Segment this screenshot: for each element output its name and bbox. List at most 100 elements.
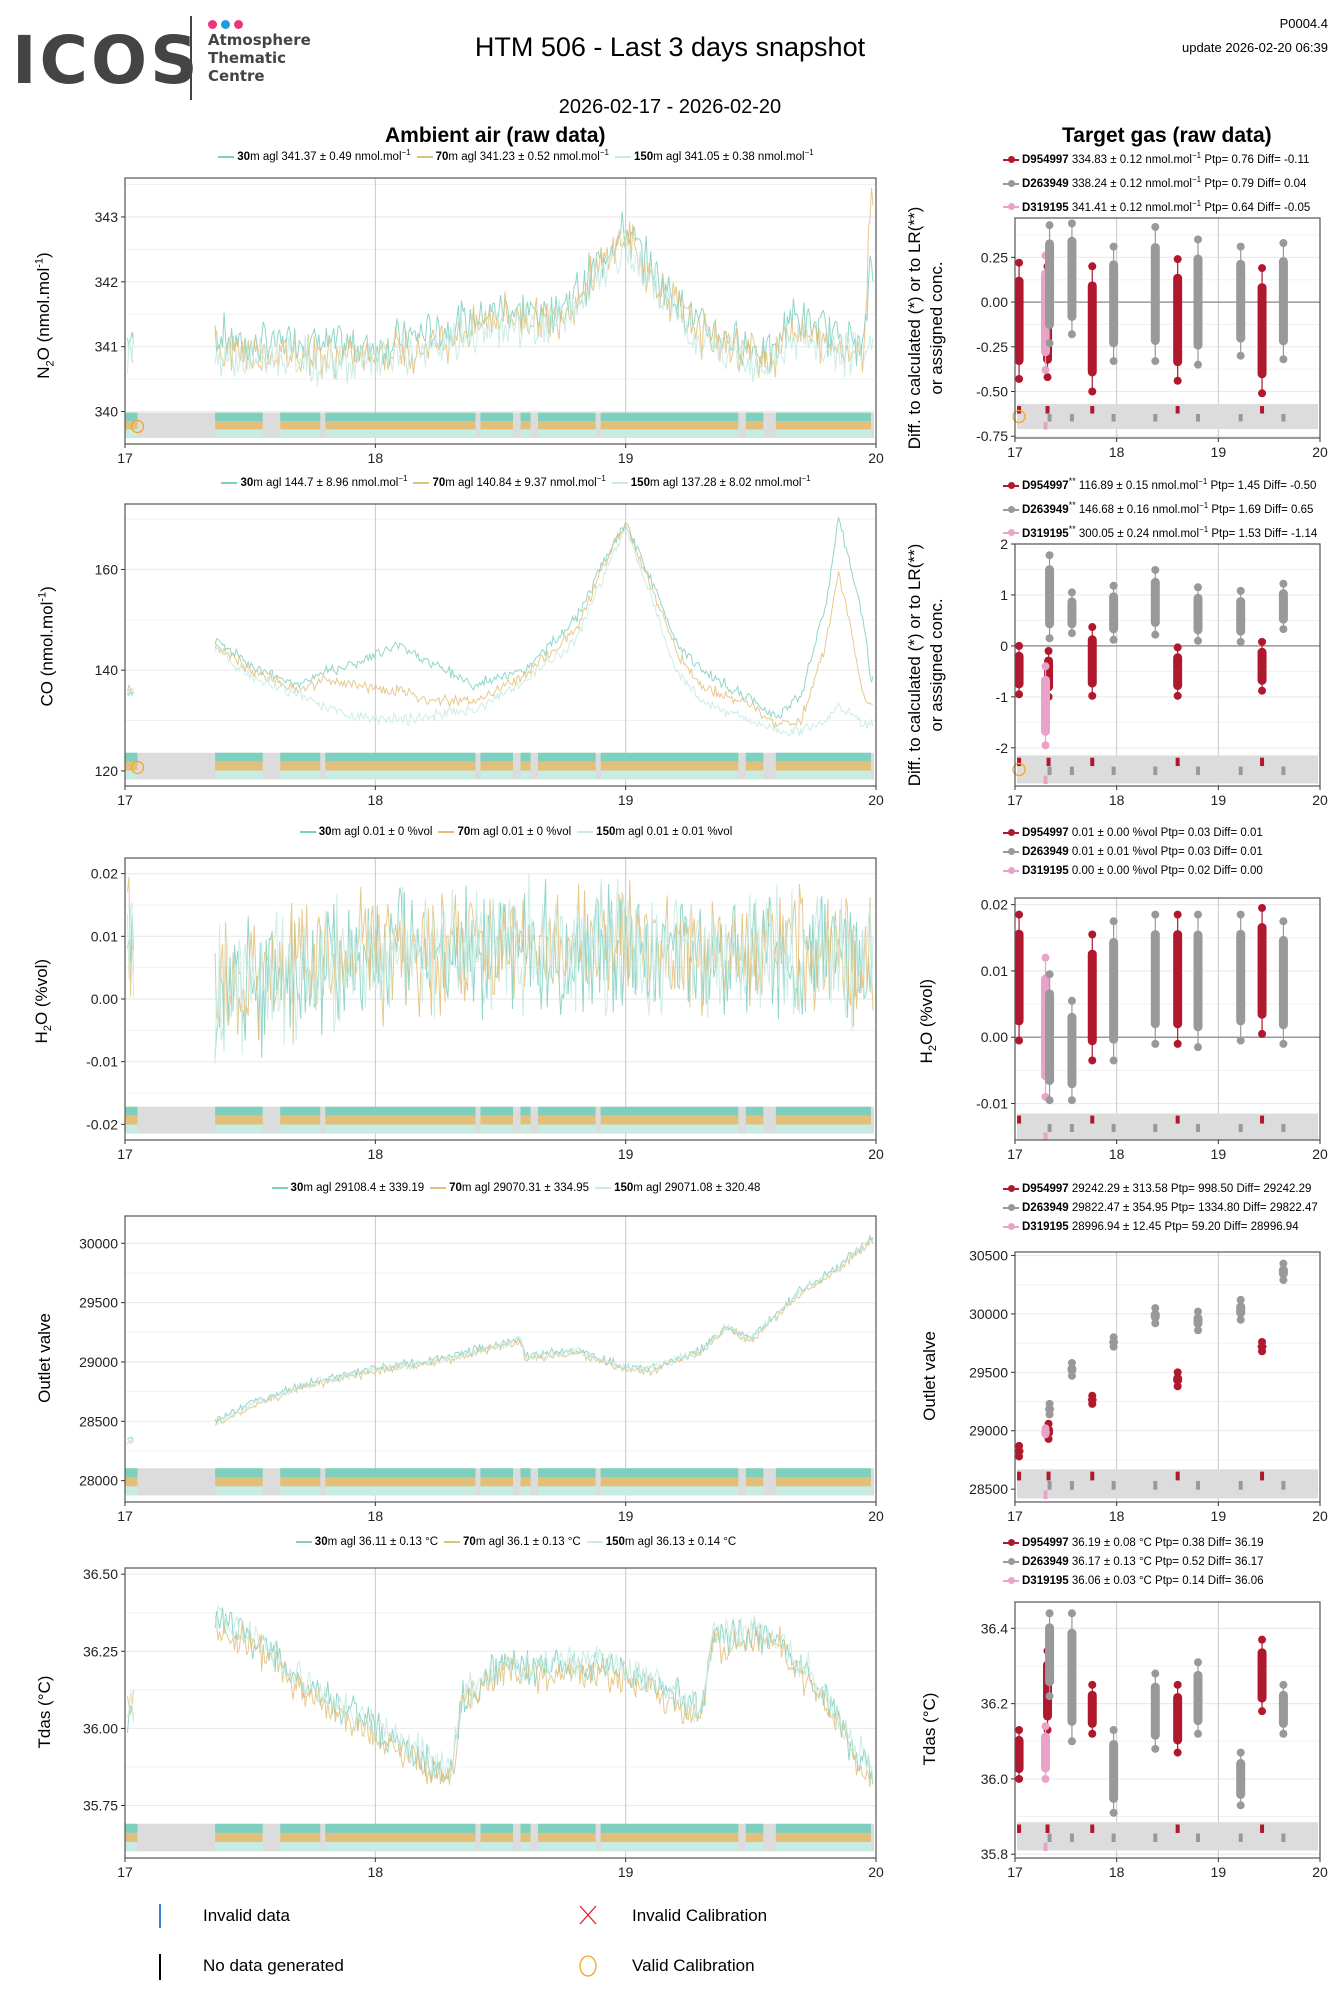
invalid-calibration-icon bbox=[579, 1905, 597, 1925]
flag-tick-D954997 bbox=[1090, 1471, 1095, 1481]
cluster-min-point-D954997 bbox=[1015, 374, 1024, 383]
cluster-max-point-D263949 bbox=[1067, 1609, 1076, 1618]
plot-background bbox=[1015, 1252, 1320, 1502]
cluster-points-D954997 bbox=[1014, 276, 1024, 366]
cluster-min-point-D954997 bbox=[1258, 389, 1267, 398]
cluster-max-point-D954997 bbox=[1088, 623, 1097, 632]
legend-swatch-D319195 bbox=[1003, 866, 1019, 874]
cluster-max-point-D263949 bbox=[1109, 581, 1118, 590]
flag-segment-150m bbox=[520, 770, 531, 780]
legend-swatch-D319195 bbox=[1003, 203, 1019, 211]
cluster-max-point-D263949 bbox=[1279, 239, 1288, 248]
flag-tick-D263949 bbox=[1238, 1124, 1243, 1133]
cluster-min-point-D954997 bbox=[1258, 1347, 1267, 1356]
flag-segment-70m bbox=[280, 421, 321, 430]
cluster-min-point-D954997 bbox=[1015, 1452, 1024, 1461]
legend-swatch-D319195 bbox=[1003, 529, 1019, 537]
flag-segment-70m bbox=[775, 761, 871, 771]
cluster-max-point-D263949 bbox=[1279, 917, 1288, 926]
y-axis-label-text: H bbox=[916, 1051, 936, 1064]
x-tick-label: 17 bbox=[1007, 1508, 1023, 1524]
legend-height: 70 bbox=[463, 1536, 476, 1548]
flag-segment-70m bbox=[775, 1477, 871, 1487]
cluster-min-point-D263949 bbox=[1067, 629, 1076, 638]
flag-segment-30m bbox=[125, 1468, 138, 1478]
cluster-min-point-D263949 bbox=[1067, 1096, 1076, 1105]
flag-segment-30m bbox=[600, 1468, 739, 1478]
target-chart-t_h2o: -0.01 0.00 0.01 0.02 17 18 19 20 bbox=[976, 897, 1328, 1162]
legend-row-D954997: D954997 334.83 ± 0.12 nmol.mol−1 Ptp= 0.… bbox=[1003, 146, 1310, 170]
flag-segment-70m bbox=[600, 1115, 739, 1125]
flag-tick-D263949 bbox=[1153, 1833, 1158, 1842]
legend-stats: m agl 137.28 ± 8.02 nmol.mol bbox=[649, 476, 802, 489]
cluster-points-D263949 bbox=[1236, 1302, 1246, 1318]
y-tick-label: 0.00 bbox=[91, 991, 118, 1007]
ambient-chart-outlet: 28000 28500 29000 29500 30000 17 18 19 20 bbox=[79, 1215, 884, 1524]
cluster-min-point-D263949 bbox=[1151, 357, 1160, 366]
flag-segment-70m bbox=[480, 421, 514, 430]
flag-tick-D954997 bbox=[1260, 1824, 1265, 1833]
flag-segment-70m bbox=[325, 761, 476, 771]
legend-height: 150 bbox=[605, 1536, 625, 1548]
target-gas-legend: D954997 29242.29 ± 313.58 Ptp= 998.50 Di… bbox=[1003, 1180, 1318, 1237]
cluster-points-D954997 bbox=[1257, 1648, 1267, 1703]
legend-row-D263949: D263949** 146.68 ± 0.16 nmol.mol−1 Ptp= … bbox=[1003, 496, 1317, 520]
legend-gas-id: D954997 bbox=[1022, 827, 1069, 839]
flag-segment-150m bbox=[480, 1486, 514, 1496]
flag-tick-D263949 bbox=[1111, 766, 1116, 776]
legend-stars: ** bbox=[1068, 476, 1076, 486]
cluster-max-point-D319195 bbox=[1041, 1722, 1050, 1731]
cluster-max-point-D263949 bbox=[1067, 1358, 1076, 1367]
series-legend: 30m agl 0.01 ± 0 %vol 70m agl 0.01 ± 0 %v… bbox=[0, 826, 896, 838]
footer-legend: Invalid data No data generated Invalid C… bbox=[0, 1890, 1340, 1990]
flag-segment-150m bbox=[775, 1842, 871, 1852]
legend-row-D319195: D319195 36.06 ± 0.03 °C Ptp= 0.14 Diff= … bbox=[1003, 1572, 1264, 1591]
flag-segment-150m bbox=[600, 770, 739, 780]
legend-stats: 29822.47 ± 354.95 bbox=[1068, 1202, 1171, 1214]
flag-segment-150m bbox=[538, 1842, 596, 1852]
flag-tick-D954997 bbox=[1260, 1471, 1265, 1481]
cluster-max-point-D263949 bbox=[1236, 1748, 1245, 1757]
cluster-max-point-D954997 bbox=[1015, 258, 1024, 267]
y-tick-label: 35.8 bbox=[981, 1846, 1008, 1862]
flag-segment-30m bbox=[280, 1468, 321, 1478]
flag-tick-D954997 bbox=[1017, 1471, 1022, 1481]
y-axis-label-line: Diff. to calculated (*) or to LR(**) bbox=[905, 206, 924, 450]
cluster-points-D263949 bbox=[1278, 1690, 1288, 1728]
cluster-points-D263949 bbox=[1278, 1265, 1288, 1279]
y-tick-label: 30000 bbox=[969, 1306, 1008, 1322]
flag-segment-150m bbox=[325, 1486, 476, 1496]
cluster-max-point-D954997 bbox=[1258, 903, 1267, 912]
cluster-max-point-D954997 bbox=[1015, 641, 1024, 650]
flag-segment-30m bbox=[280, 1106, 321, 1116]
legend-unit-superscript: −1 bbox=[1199, 524, 1209, 534]
y-tick-label: 35.75 bbox=[83, 1798, 118, 1814]
y-axis-label: Outlet valve bbox=[919, 1226, 941, 1526]
cluster-min-point-D263949 bbox=[1151, 1744, 1160, 1753]
series-line-150m bbox=[127, 1238, 874, 1446]
legend-ptp-diff: Ptp= 0.64 Diff= -0.05 bbox=[1201, 201, 1311, 214]
y-axis-label-line: or assigned conc. bbox=[927, 598, 946, 732]
flag-segment-150m bbox=[125, 770, 138, 780]
flag-segment-30m bbox=[125, 1106, 138, 1116]
legend-row-D263949: D263949 36.17 ± 0.13 °C Ptp= 0.52 Diff= … bbox=[1003, 1553, 1264, 1572]
cluster-min-point-D263949 bbox=[1194, 1326, 1202, 1335]
flag-tick-D263949 bbox=[1111, 1833, 1116, 1842]
cluster-max-point-D263949 bbox=[1109, 242, 1118, 251]
cluster-points-D263949 bbox=[1193, 1670, 1203, 1726]
cluster-max-point-D319195 bbox=[1041, 1424, 1050, 1433]
cluster-max-point-D954997 bbox=[1173, 1680, 1182, 1689]
plot-frame bbox=[124, 1215, 877, 1503]
series-legend: 30m agl 29108.4 ± 339.19 70m agl 29070.31… bbox=[0, 1182, 896, 1194]
flag-segment-70m bbox=[125, 1832, 138, 1843]
legend-row-D319195: D319195 0.00 ± 0.00 %vol Ptp= 0.02 Diff=… bbox=[1003, 862, 1263, 881]
flag-segment-30m bbox=[325, 1106, 476, 1116]
series-legend: 30m agl 144.7 ± 8.96 nmol.mol−1 70m agl 1… bbox=[0, 474, 896, 489]
y-axis-label-text: CO (nmol.mol bbox=[37, 601, 57, 707]
plot-frame bbox=[1014, 543, 1321, 787]
flag-tick-D263949 bbox=[1196, 414, 1200, 422]
status-band bbox=[1017, 755, 1318, 784]
legend-row-D263949: D263949 0.01 ± 0.01 %vol Ptp= 0.03 Diff=… bbox=[1003, 843, 1263, 862]
legend-height: 30 bbox=[240, 476, 254, 489]
flag-segment-30m bbox=[480, 412, 514, 422]
